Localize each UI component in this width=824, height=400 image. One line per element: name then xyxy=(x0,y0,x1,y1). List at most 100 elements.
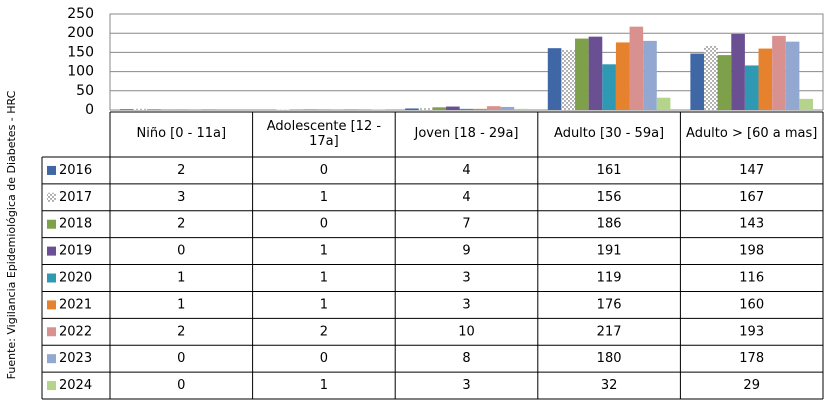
table-value: 2 xyxy=(177,324,185,339)
bar xyxy=(704,45,718,110)
table-value: 2 xyxy=(177,217,185,232)
bar xyxy=(588,36,603,110)
bar xyxy=(575,38,589,110)
bar xyxy=(459,108,474,110)
bar xyxy=(418,108,433,110)
legend-swatch xyxy=(47,273,56,283)
table-value: 2 xyxy=(320,324,328,339)
bar xyxy=(446,106,460,110)
legend-label: 2017 xyxy=(59,190,92,205)
table-value: 3 xyxy=(462,378,470,393)
category-header: Niño [0 - 11a] xyxy=(136,126,227,142)
table-value: 7 xyxy=(462,217,470,232)
table-value: 32 xyxy=(601,378,618,393)
bar xyxy=(514,108,528,110)
legend-swatch xyxy=(47,300,56,310)
table-value: 8 xyxy=(462,351,470,366)
table-value: 0 xyxy=(320,217,328,232)
legend-swatch xyxy=(47,354,56,364)
bar xyxy=(744,65,759,110)
category-header: Adulto > [60 a mas] xyxy=(686,126,818,142)
bar xyxy=(799,98,814,110)
y-tick-label: 200 xyxy=(67,25,94,41)
table-value: 143 xyxy=(739,217,764,232)
table-value: 0 xyxy=(177,244,185,259)
table-value: 29 xyxy=(743,378,760,393)
bar xyxy=(731,33,745,110)
table-value: 1 xyxy=(320,244,328,259)
table-value: 1 xyxy=(177,297,185,312)
table-value: 167 xyxy=(739,190,764,205)
category-label: Adulto [30 - 59a] xyxy=(554,126,665,142)
bar xyxy=(785,41,800,111)
legend-label: 2019 xyxy=(59,244,92,259)
bar xyxy=(344,109,358,110)
bar xyxy=(643,40,657,110)
category-header: Adulto [30 - 59a] xyxy=(554,126,665,142)
legend-label: 2024 xyxy=(59,378,92,393)
category-label: Adolescente [12 - 17a] xyxy=(266,118,382,149)
table-value: 1 xyxy=(320,271,328,286)
table-value: 186 xyxy=(597,217,622,232)
table-value: 147 xyxy=(739,163,764,178)
bar xyxy=(772,35,786,110)
bar xyxy=(629,26,644,111)
bar xyxy=(432,107,447,110)
category-header: Joven [18 - 29a] xyxy=(414,126,519,142)
bar xyxy=(473,108,487,110)
table-value: 193 xyxy=(739,324,764,339)
legend-label: 2021 xyxy=(59,297,92,312)
y-tick-label: 100 xyxy=(67,64,94,80)
y-tick-label: 50 xyxy=(76,83,94,99)
legend-label: 2018 xyxy=(59,217,92,232)
table-value: 3 xyxy=(462,271,470,286)
legend-label: 2022 xyxy=(59,324,92,339)
table-value: 1 xyxy=(177,271,185,286)
category-header: Adolescente [12 - 17a] xyxy=(266,118,382,149)
table-value: 0 xyxy=(177,351,185,366)
bar xyxy=(561,50,576,110)
table-value: 0 xyxy=(320,163,328,178)
table-value: 119 xyxy=(597,271,622,286)
legend-swatch xyxy=(47,246,56,256)
table-value: 2 xyxy=(177,163,185,178)
bar xyxy=(547,48,562,110)
legend-swatch xyxy=(47,327,56,337)
table-value: 160 xyxy=(739,297,764,312)
table-value: 10 xyxy=(458,324,475,339)
table-value: 180 xyxy=(597,351,622,366)
legend-swatch xyxy=(47,381,56,391)
table-value: 1 xyxy=(320,378,328,393)
legend-label: 2016 xyxy=(59,163,92,178)
table-value: 1 xyxy=(320,190,328,205)
category-label: Joven [18 - 29a] xyxy=(414,126,519,142)
table-value: 178 xyxy=(739,351,764,366)
table-value: 3 xyxy=(462,297,470,312)
category-label: Niño [0 - 11a] xyxy=(136,126,227,142)
bar xyxy=(602,64,616,110)
legend-swatch xyxy=(47,219,56,229)
table-value: 198 xyxy=(739,244,764,259)
bar xyxy=(758,48,773,110)
bar xyxy=(147,109,161,110)
table-value: 0 xyxy=(177,378,185,393)
y-tick-label: 250 xyxy=(67,6,94,22)
bar xyxy=(500,106,515,110)
table-value: 156 xyxy=(597,190,622,205)
bar xyxy=(717,55,732,110)
table-value: 176 xyxy=(597,297,622,312)
bar xyxy=(656,97,671,110)
y-tick-label: 0 xyxy=(85,102,94,118)
bar xyxy=(486,106,501,110)
bar xyxy=(201,109,216,110)
category-label: Adulto > [60 a mas] xyxy=(686,126,818,142)
table-value: 9 xyxy=(462,244,470,259)
table-value: 217 xyxy=(597,324,622,339)
y-tick-label: 150 xyxy=(67,44,94,60)
bar xyxy=(615,42,630,110)
table-value: 4 xyxy=(462,190,470,205)
legend-label: 2020 xyxy=(59,271,92,286)
table-value: 191 xyxy=(597,244,622,259)
legend-label: 2023 xyxy=(59,351,92,366)
